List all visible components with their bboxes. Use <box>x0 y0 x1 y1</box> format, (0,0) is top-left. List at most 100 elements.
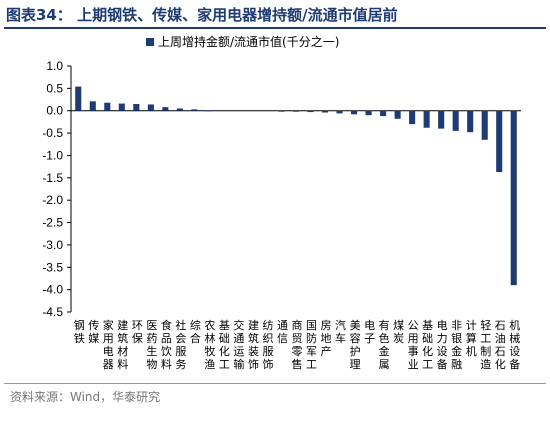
category-char: 信 <box>277 332 288 345</box>
category-char: 纺 <box>262 318 273 332</box>
category-char: 军 <box>306 345 317 358</box>
category-label: 传媒 <box>88 319 99 345</box>
category-char: 筑 <box>248 331 259 345</box>
category-char: 装 <box>248 345 259 358</box>
category-char: 设 <box>437 345 448 358</box>
category-char: 零 <box>292 345 303 358</box>
category-char: 牧 <box>204 344 215 358</box>
category-label: 电子 <box>364 319 375 345</box>
category-char: 品 <box>161 332 172 345</box>
category-char: 建 <box>248 318 259 332</box>
category-char: 织 <box>262 332 273 345</box>
bar-5 <box>133 104 140 111</box>
category-char: 材 <box>117 344 128 358</box>
category-char: 工 <box>306 358 317 371</box>
category-char: 银 <box>451 331 462 345</box>
category-char: 业 <box>408 358 419 371</box>
category-char: 基 <box>219 319 230 332</box>
category-label: 环保 <box>132 319 143 345</box>
category-char: 医 <box>146 319 157 332</box>
bar-27 <box>452 110 459 131</box>
category-char: 食 <box>161 318 172 332</box>
bar-31 <box>510 110 517 286</box>
category-char: 用 <box>103 332 114 345</box>
category-char: 贸 <box>292 332 303 345</box>
category-char: 媒 <box>88 332 99 345</box>
category-char: 石 <box>495 319 506 332</box>
category-label: 房地产 <box>321 319 332 358</box>
category-char: 石 <box>495 345 506 358</box>
category-char: 务 <box>175 358 186 371</box>
bar-7 <box>162 107 169 111</box>
category-label: 汽车 <box>335 318 346 345</box>
category-char: 理 <box>350 358 361 371</box>
category-char: 交 <box>233 318 244 332</box>
bar-10 <box>205 110 212 112</box>
y-tick-label: -4.0 <box>42 283 63 297</box>
category-char: 础 <box>422 332 433 345</box>
category-char: 会 <box>175 332 186 345</box>
category-char: 非 <box>451 319 462 332</box>
category-char: 炭 <box>393 332 404 345</box>
category-char: 饰 <box>248 357 259 371</box>
category-char: 地 <box>321 332 332 345</box>
bar-2 <box>89 101 96 111</box>
category-char: 电 <box>364 319 375 332</box>
category-char: 设 <box>509 345 520 358</box>
y-axis: 1.0 0.5 0.0 -0.5 -1.0 -1.5 -2.0 -2.5 -3.0 -3.5 -4.… <box>42 59 521 319</box>
legend: 上周增持金额/流通市值(千分之一) <box>146 34 339 49</box>
category-char: 通 <box>233 332 244 345</box>
y-tick-label: -4.5 <box>42 305 63 319</box>
category-char: 护 <box>350 344 361 358</box>
bar-chart: 上周增持金额/流通市值(千分之一) 1.0 0.5 0.0 -0.5 -1.0 -1.5 -… <box>42 34 521 371</box>
category-char: 力 <box>437 332 448 345</box>
category-label: 综合 <box>190 318 201 345</box>
source-note: 资料来源：Wind，华泰研究 <box>10 390 161 404</box>
bar-21 <box>365 110 372 116</box>
category-char: 料 <box>117 357 128 371</box>
category-char: 算 <box>466 331 477 345</box>
category-char: 生 <box>146 344 157 358</box>
category-char: 色 <box>379 331 390 345</box>
category-char: 林 <box>204 331 215 345</box>
category-char: 容 <box>350 331 361 345</box>
bar-29 <box>481 110 488 140</box>
y-tick-label: 0.5 <box>46 81 63 95</box>
bar-16 <box>292 110 300 112</box>
category-char: 工 <box>480 332 491 345</box>
figure-title: 图表34： 上期钢铁、传媒、家用电器增持额/流通市值居前 <box>6 6 398 24</box>
bar-9 <box>191 109 198 111</box>
category-char: 油 <box>495 331 506 345</box>
category-char: 售 <box>292 357 303 371</box>
category-char: 服 <box>175 345 186 358</box>
category-char: 国 <box>306 319 317 332</box>
category-char: 子 <box>364 332 375 345</box>
category-char: 合 <box>190 331 201 345</box>
bar-18 <box>321 110 329 113</box>
category-label: 钢铁 <box>74 319 85 345</box>
category-char: 产 <box>321 344 332 358</box>
category-char: 运 <box>233 345 244 358</box>
y-tick-label: -3.0 <box>42 238 63 252</box>
category-char: 防 <box>306 331 317 345</box>
bar-19 <box>336 110 343 114</box>
category-char: 机 <box>466 344 477 358</box>
legend-label: 上周增持金额/流通市值(千分之一) <box>158 34 339 49</box>
y-tick-label: -0.5 <box>42 126 63 140</box>
category-char: 制 <box>480 345 491 358</box>
bars <box>75 86 517 286</box>
category-char: 事 <box>408 345 419 358</box>
category-char: 汽 <box>335 318 346 332</box>
